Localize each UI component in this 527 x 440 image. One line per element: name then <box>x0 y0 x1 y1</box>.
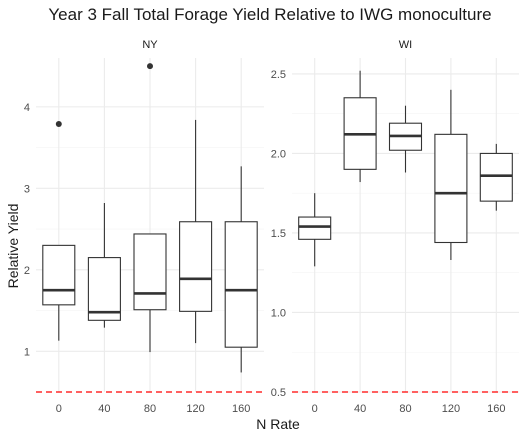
box-iqr <box>133 233 167 311</box>
y-axis-title: Relative Yield <box>5 204 21 289</box>
y-tick-label: 2.0 <box>271 148 286 160</box>
y-tick-label: 4 <box>24 102 30 114</box>
y-tick-label: 0.5 <box>271 387 286 399</box>
panel-strip-label: NY <box>142 39 158 51</box>
x-tick-label: 80 <box>144 403 156 415</box>
box-40 <box>343 70 377 183</box>
x-tick-label: 40 <box>354 403 366 415</box>
box-iqr <box>434 133 468 244</box>
box-iqr <box>87 257 121 321</box>
box-0 <box>42 120 76 341</box>
box-120 <box>434 89 468 260</box>
x-tick-label: 120 <box>442 403 460 415</box>
chart-title: Year 3 Fall Total Forage Yield Relative … <box>48 5 491 24</box>
outlier-point <box>147 63 153 70</box>
box-120 <box>179 119 213 344</box>
x-axis-title: N Rate <box>256 416 300 432</box>
box-160 <box>479 143 513 211</box>
x-tick-label: 160 <box>232 403 250 415</box>
x-tick-label: 0 <box>312 403 318 415</box>
box-80 <box>388 105 423 173</box>
box-160 <box>224 166 258 373</box>
x-tick-label: 40 <box>98 403 110 415</box>
y-tick-label: 1.0 <box>271 307 286 319</box>
y-tick-label: 3 <box>24 183 30 195</box>
box-iqr <box>42 244 76 306</box>
box-iqr <box>224 221 258 348</box>
box-80 <box>133 63 167 353</box>
y-tick-label: 2 <box>24 265 30 277</box>
y-tick-label: 1.5 <box>271 228 286 240</box>
y-tick-label: 2.5 <box>271 69 286 81</box>
x-tick-label: 120 <box>186 403 204 415</box>
box-0 <box>298 193 332 267</box>
panel-wi: 0.5 1.0 1.5 2.0 2.5 0 40 80 120 160 WI <box>271 39 519 415</box>
x-tick-label: 0 <box>56 403 62 415</box>
y-tick-label: 1 <box>24 346 30 358</box>
outlier-point <box>55 120 62 127</box>
x-tick-label: 80 <box>399 403 411 415</box>
box-iqr <box>298 216 332 240</box>
box-40 <box>87 203 121 328</box>
panel-strip-label: WI <box>399 39 412 51</box>
x-tick-label: 160 <box>487 403 505 415</box>
box-iqr <box>479 152 513 202</box>
box-iqr <box>179 221 213 312</box>
